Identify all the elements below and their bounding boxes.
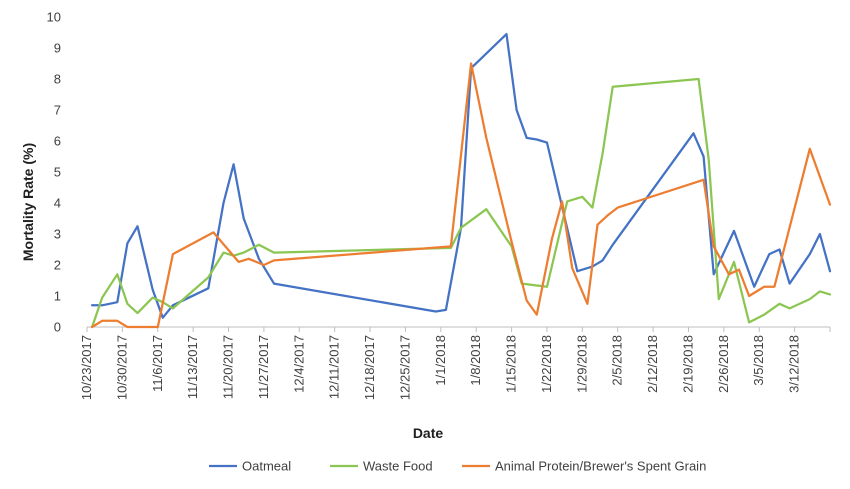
x-tick-label: 11/6/2017 — [150, 335, 165, 392]
legend-label: Waste Food — [363, 459, 433, 474]
x-tick-label: 2/12/2018 — [645, 335, 660, 393]
x-tick-label: 11/27/2017 — [256, 335, 271, 399]
x-tick-label: 10/23/2017 — [79, 335, 94, 400]
y-tick-label: 7 — [54, 103, 61, 118]
y-tick-label: 8 — [54, 72, 61, 87]
x-tick-label: 1/8/2018 — [468, 335, 483, 386]
x-tick-label: 11/20/2017 — [221, 335, 236, 399]
x-tick-label: 1/29/2018 — [574, 335, 589, 393]
x-tick-label: 12/18/2017 — [362, 335, 377, 400]
series-line-2 — [90, 62, 832, 329]
y-tick-label: 2 — [54, 258, 61, 273]
y-tick-label: 5 — [54, 165, 61, 180]
y-tick-label: 9 — [54, 41, 61, 56]
legend-item: Oatmeal — [209, 459, 291, 474]
series-line-0 — [90, 32, 832, 319]
x-axis-tick-labels: 10/23/2017 10/30/2017 11/6/2017 11/13/2017 1… — [79, 335, 802, 400]
x-tick-label: 11/13/2017 — [185, 335, 200, 399]
x-tick-label: 1/15/2018 — [504, 335, 519, 393]
x-tick-label: 2/5/2018 — [610, 335, 625, 386]
x-tick-label: 1/22/2018 — [539, 335, 554, 393]
x-tick-label: 10/30/2017 — [114, 335, 129, 400]
y-tick-label: 3 — [54, 227, 61, 242]
x-tick-label: 3/12/2018 — [787, 335, 802, 393]
y-tick-label: 6 — [54, 134, 61, 149]
x-tick-label: 2/26/2018 — [716, 335, 731, 393]
legend: Oatmeal Waste Food Animal Protein/Brewer's… — [209, 459, 706, 474]
y-tick-label: 0 — [54, 320, 61, 335]
y-axis-title: Mortality Rate (%) — [20, 143, 36, 261]
series-lines — [90, 32, 832, 329]
x-tick-label: 2/19/2018 — [680, 335, 695, 393]
x-tick-label: 12/25/2017 — [397, 335, 412, 400]
x-tick-label: 1/1/2018 — [433, 335, 448, 386]
x-tick-label: 12/11/2017 — [327, 335, 342, 399]
y-tick-label: 1 — [54, 289, 61, 304]
x-axis-title: Date — [413, 425, 444, 441]
x-tick-label: 3/5/2018 — [751, 335, 766, 386]
x-tick-label: 12/4/2017 — [291, 335, 306, 393]
legend-item: Animal Protein/Brewer's Spent Grain — [462, 459, 706, 474]
x-axis-tick-marks — [86, 327, 831, 332]
y-tick-label: 4 — [54, 196, 61, 211]
legend-item: Waste Food — [330, 459, 433, 474]
y-axis-tick-labels: 0 1 2 3 4 5 6 7 8 9 10 — [47, 10, 61, 335]
legend-label: Oatmeal — [242, 459, 291, 474]
y-tick-label: 10 — [47, 10, 61, 25]
legend-label: Animal Protein/Brewer's Spent Grain — [495, 459, 706, 474]
